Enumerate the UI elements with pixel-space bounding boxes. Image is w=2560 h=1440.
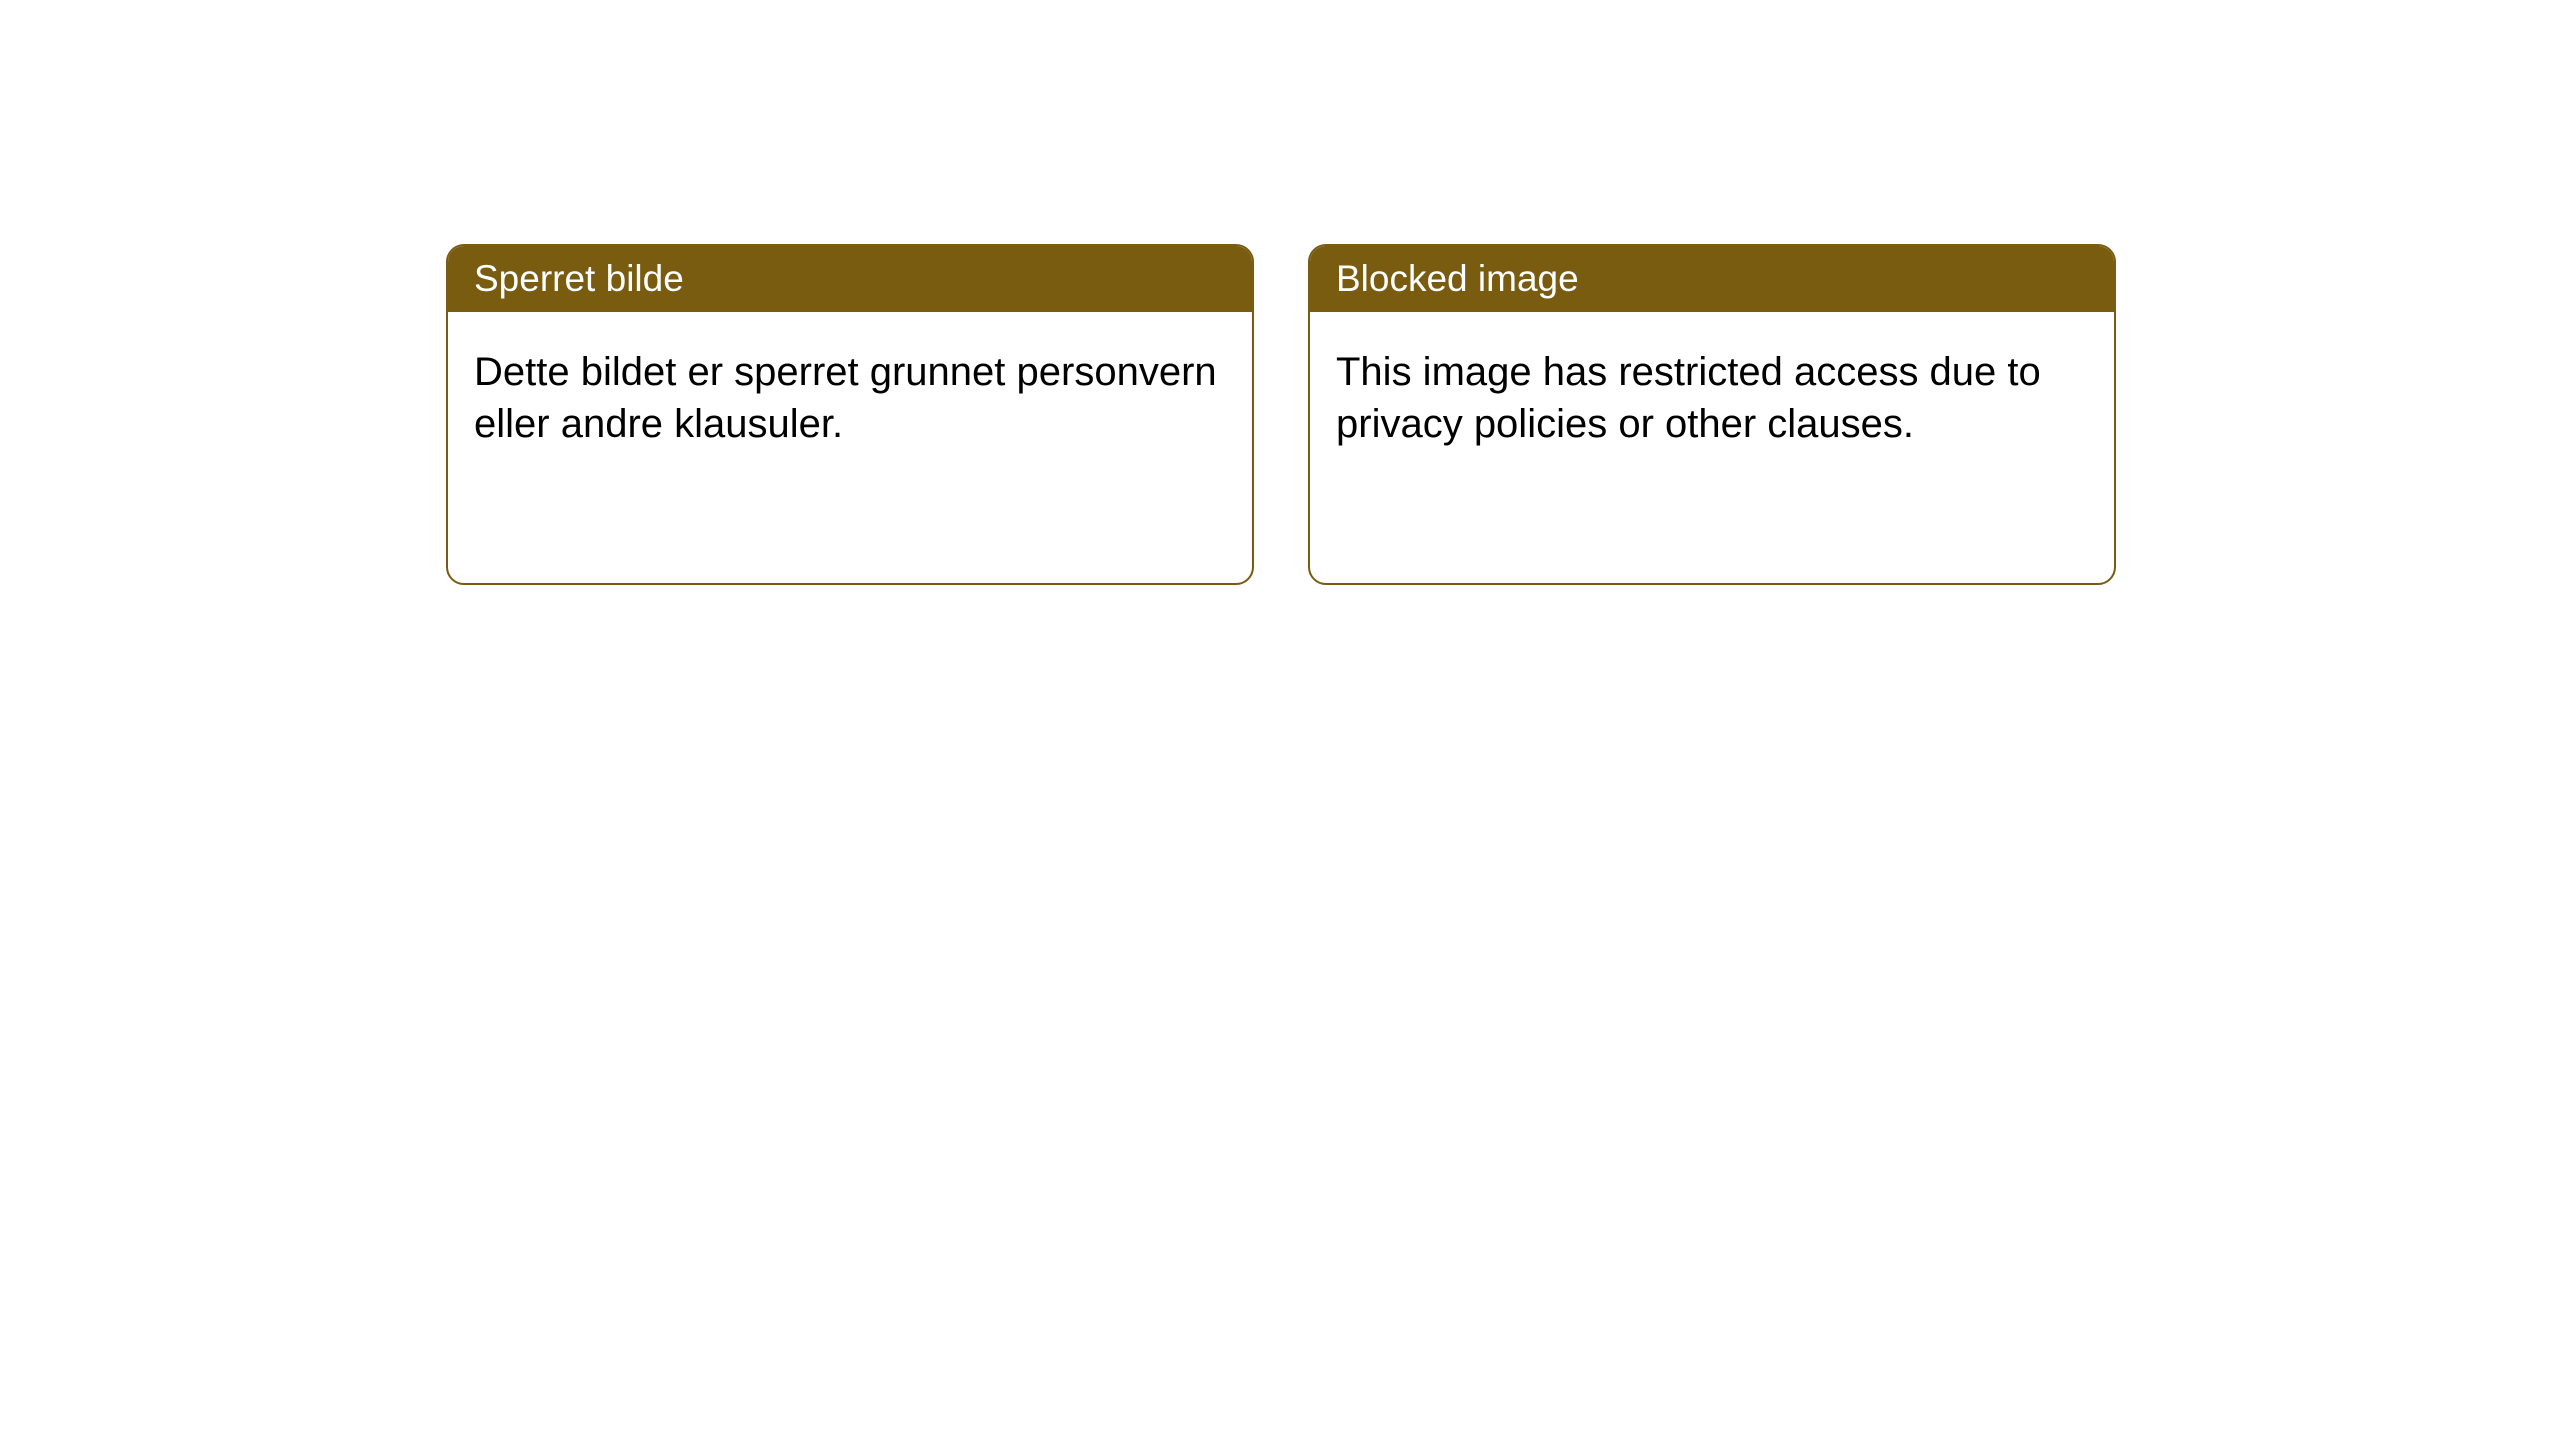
notice-card-norwegian: Sperret bilde Dette bildet er sperret gr…: [446, 244, 1254, 585]
notice-header-english: Blocked image: [1310, 246, 2114, 312]
notice-body-norwegian: Dette bildet er sperret grunnet personve…: [448, 312, 1252, 484]
notice-header-norwegian: Sperret bilde: [448, 246, 1252, 312]
notice-card-english: Blocked image This image has restricted …: [1308, 244, 2116, 585]
notice-container: Sperret bilde Dette bildet er sperret gr…: [446, 244, 2116, 585]
notice-body-english: This image has restricted access due to …: [1310, 312, 2114, 484]
